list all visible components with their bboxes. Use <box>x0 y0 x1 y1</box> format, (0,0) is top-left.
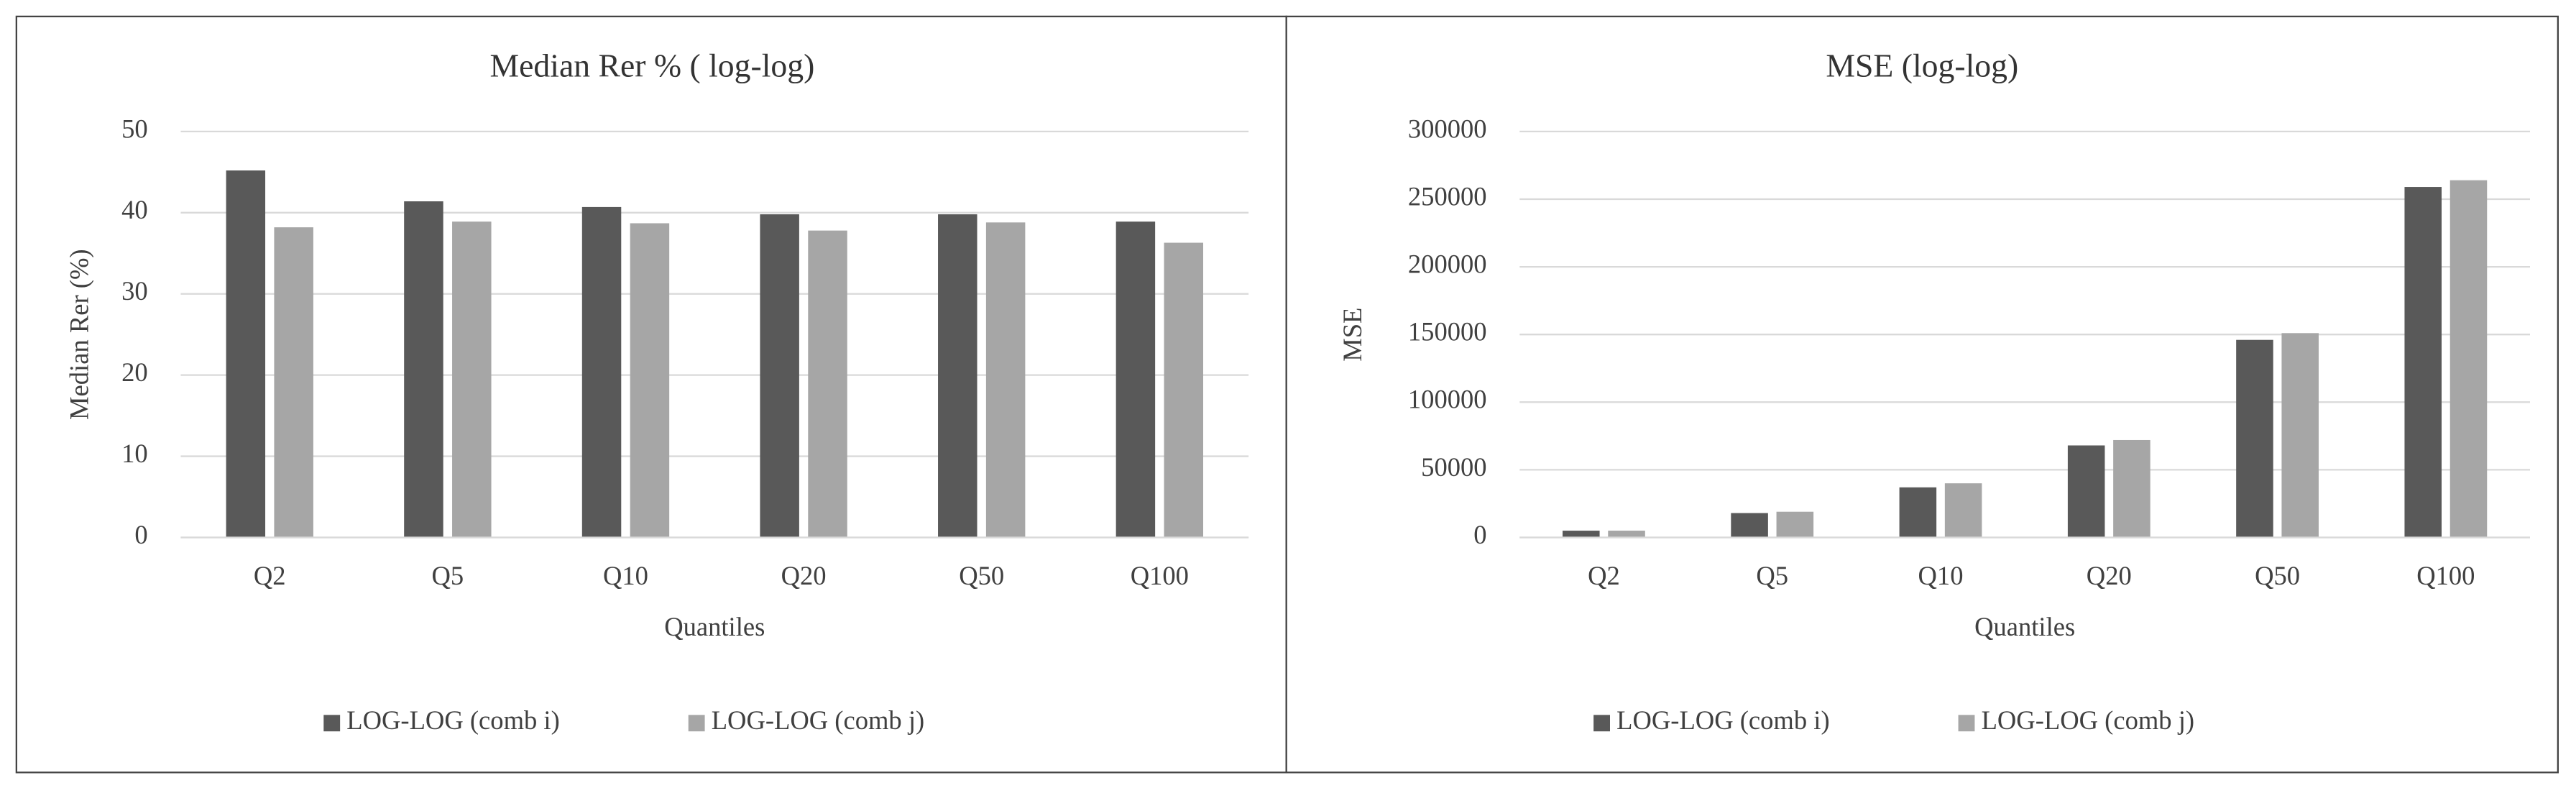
bar <box>2404 187 2442 538</box>
bar <box>985 222 1026 538</box>
legend-label: LOG-LOG (comb i) <box>1616 705 1829 735</box>
x-tick-label: Q20 <box>2087 561 2132 590</box>
panel-border <box>1285 15 2559 774</box>
x-tick-label: Q2 <box>254 561 286 590</box>
bar <box>1116 221 1156 538</box>
y-axis-label: MSE <box>1338 308 1367 362</box>
legend-label: LOG-LOG (comb j) <box>712 705 924 735</box>
bar <box>2450 180 2488 538</box>
x-tick-label: Q10 <box>603 561 648 590</box>
x-tick-label: Q50 <box>959 561 1004 590</box>
bar <box>938 214 978 538</box>
bar <box>1776 511 1814 538</box>
bar <box>2236 339 2273 538</box>
bar <box>630 223 670 538</box>
y-tick-label: 0 <box>134 520 147 549</box>
y-tick-label: 150000 <box>1408 317 1487 347</box>
bar <box>808 230 847 538</box>
y-tick-label: 40 <box>121 195 148 224</box>
legend-label: LOG-LOG (comb j) <box>1982 705 2194 735</box>
y-tick-label: 30 <box>121 276 148 306</box>
legend-swatch <box>1593 715 1610 732</box>
bar <box>1563 531 1600 538</box>
bar <box>1608 531 1645 538</box>
x-tick-label: Q10 <box>1918 561 1964 590</box>
y-tick-label: 200000 <box>1408 249 1487 278</box>
y-tick-label: 0 <box>1473 520 1486 549</box>
x-tick-label: Q2 <box>1588 561 1620 590</box>
bar <box>404 201 443 538</box>
legend-swatch <box>323 715 341 732</box>
bar <box>1731 513 1768 538</box>
x-tick-label: Q100 <box>1131 561 1189 590</box>
chart-title: MSE (log-log) <box>1826 47 2018 84</box>
y-tick-label: 20 <box>121 357 148 387</box>
y-tick-label: 250000 <box>1408 181 1487 211</box>
legend-swatch <box>688 715 705 732</box>
bar <box>581 206 622 538</box>
bar <box>1944 483 1982 538</box>
y-tick-label: 300000 <box>1408 114 1487 143</box>
legend-label: LOG-LOG (comb i) <box>346 705 559 735</box>
bar <box>274 227 313 538</box>
bar <box>226 170 266 538</box>
y-tick-label: 100000 <box>1408 385 1487 414</box>
bar <box>2281 333 2319 538</box>
bar <box>760 214 799 538</box>
x-tick-label: Q20 <box>781 561 827 590</box>
chart-title: Median Rer % ( log-log) <box>490 47 815 84</box>
legend-swatch <box>1958 715 1975 732</box>
bar <box>2113 439 2150 538</box>
y-tick-label: 50 <box>121 114 148 143</box>
bar <box>1164 242 1203 538</box>
x-tick-label: Q50 <box>2255 561 2300 590</box>
y-tick-label: 50000 <box>1421 452 1486 482</box>
y-axis-label: Median Rer (%) <box>65 249 94 420</box>
x-axis-label: Quantiles <box>1974 612 2075 641</box>
x-tick-label: Q5 <box>432 561 464 590</box>
x-tick-label: Q5 <box>1756 561 1788 590</box>
bar <box>452 221 492 538</box>
bar <box>2067 445 2105 538</box>
y-tick-label: 10 <box>121 439 148 468</box>
x-tick-label: Q100 <box>2416 561 2475 590</box>
bar <box>1899 487 1937 538</box>
x-axis-label: Quantiles <box>664 612 765 641</box>
